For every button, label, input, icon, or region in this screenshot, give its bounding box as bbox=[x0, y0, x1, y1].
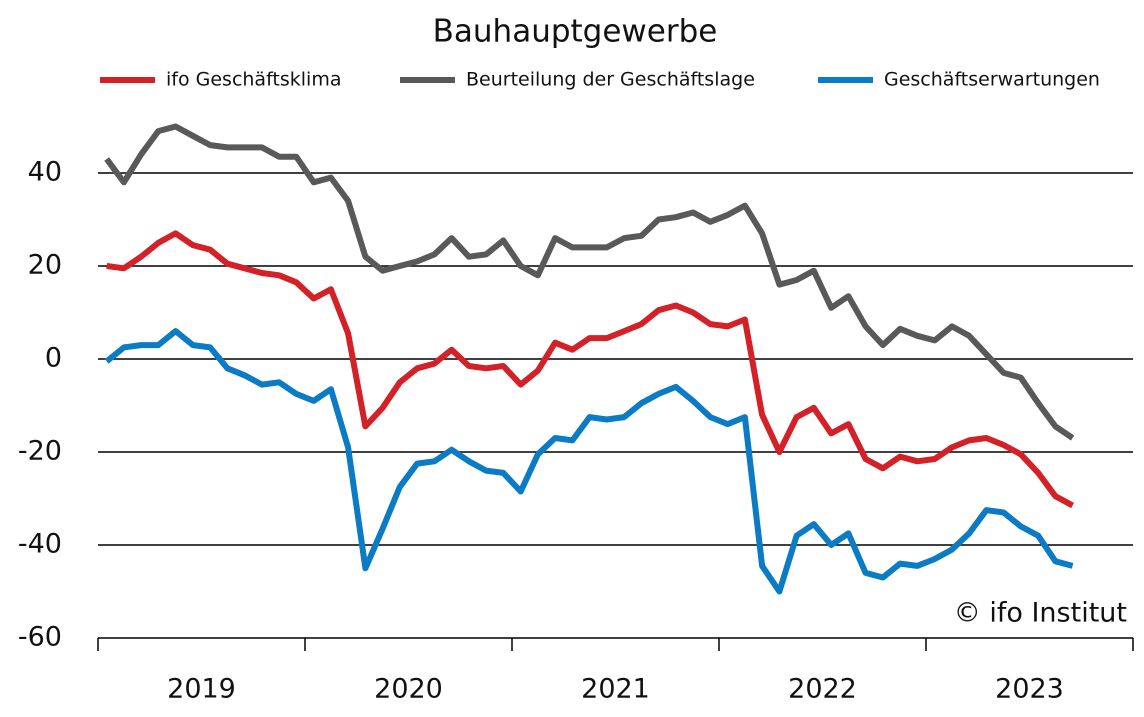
x-tick-label: 2021 bbox=[581, 674, 650, 705]
y-tick-label: 0 bbox=[45, 343, 62, 374]
legend-label: Beurteilung der Geschäftslage bbox=[466, 69, 755, 91]
series-line bbox=[104, 123, 1075, 441]
series-line bbox=[106, 230, 1075, 509]
chart-title: Bauhauptgewerbe bbox=[433, 14, 718, 50]
legend-label: Geschäftserwartungen bbox=[884, 69, 1100, 91]
x-tick-label: 2019 bbox=[167, 674, 236, 705]
y-tick-label: 20 bbox=[28, 250, 62, 281]
source: © ifo Institut bbox=[954, 598, 1127, 629]
y-tick-label: -40 bbox=[18, 529, 62, 560]
legend-label: ifo Geschäftsklima bbox=[166, 69, 342, 91]
y-tick-label: -60 bbox=[18, 622, 62, 653]
y-tick-label: -20 bbox=[18, 436, 62, 467]
y-tick-label: 40 bbox=[28, 157, 62, 188]
series-line bbox=[104, 328, 1074, 595]
x-tick-label: 2020 bbox=[374, 674, 443, 705]
x-tick-label: 2022 bbox=[788, 674, 857, 705]
x-tick-label: 2023 bbox=[995, 674, 1064, 705]
